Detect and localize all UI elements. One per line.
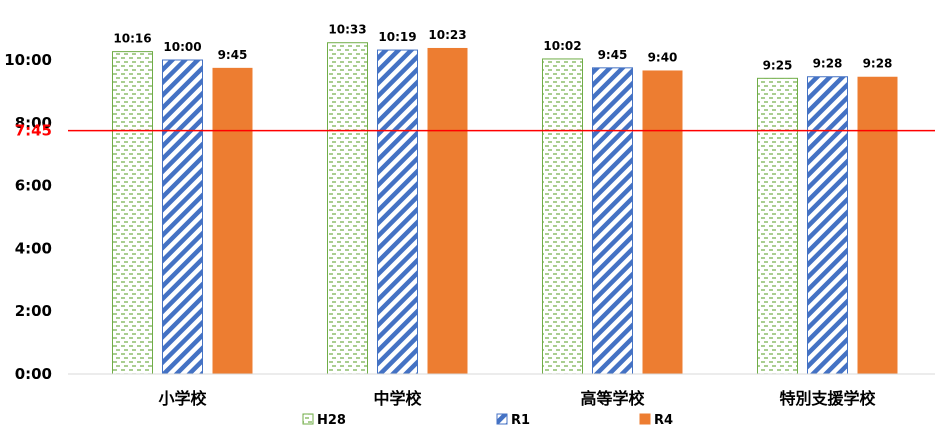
bar-R1-1: [377, 49, 418, 375]
bar-R4-1: [427, 47, 468, 375]
data-labels-group: 10:16 10:00 9:45 10:33 10:19 10:23 10:02 9:45 9:…: [113, 23, 892, 73]
data-label-R4-1: 10:23: [428, 28, 466, 42]
data-label-H28-3: 9:25: [763, 58, 793, 72]
bar-R1-2: [592, 67, 633, 375]
y-tick-label-5: 10:00: [4, 51, 52, 69]
bar-H28-0: [112, 51, 153, 375]
y-tick-label-1: 2:00: [15, 302, 52, 320]
bar-R4-2: [642, 70, 683, 374]
y-tick-label-0: 0:00: [15, 365, 52, 383]
data-label-R4-2: 9:40: [648, 50, 678, 64]
data-label-R1-0: 10:00: [163, 40, 201, 54]
data-label-R1-3: 9:28: [813, 57, 843, 71]
bar-R4-0: [212, 67, 253, 374]
legend-label-R4: R4: [654, 413, 673, 428]
data-label-R4-3: 9:28: [863, 57, 893, 71]
y-axis-ticks: 0:00 2:00 4:00 6:00 8:00 10:00: [4, 51, 52, 383]
legend-swatch-R1: [496, 413, 508, 425]
data-label-R1-1: 10:19: [378, 30, 416, 44]
reference-line-label: 7:45: [15, 122, 52, 140]
legend-label-H28: H28: [317, 413, 346, 428]
y-tick-label-2: 4:00: [15, 239, 52, 257]
category-label-1: 中学校: [373, 389, 422, 408]
bar-H28-3: [757, 77, 798, 375]
legend-label-R1: R1: [511, 413, 530, 428]
category-labels: 小学校 中学校 高等学校 特別支援学校: [158, 389, 876, 408]
category-label-3: 特別支援学校: [779, 389, 876, 408]
legend-swatch-R4: [639, 413, 651, 425]
y-tick-label-4: 8:00: [15, 114, 52, 132]
bars-group: [112, 42, 898, 375]
bar-R4-3: [857, 76, 898, 374]
data-label-H28-2: 10:02: [543, 39, 581, 53]
legend-swatch-H28: [302, 413, 314, 425]
legend: H28 R1 R4: [302, 413, 673, 428]
category-label-2: 高等学校: [580, 389, 645, 408]
data-label-R1-2: 9:45: [598, 48, 628, 62]
bar-R1-3: [807, 76, 848, 375]
data-label-H28-0: 10:16: [113, 32, 151, 46]
y-tick-label-3: 6:00: [15, 177, 52, 195]
category-label-0: 小学校: [158, 389, 207, 408]
data-label-R4-0: 9:45: [218, 48, 248, 62]
data-label-H28-1: 10:33: [328, 23, 366, 37]
bar-H28-1: [327, 42, 368, 375]
bar-H28-2: [542, 58, 583, 375]
bar-R1-0: [162, 59, 203, 375]
